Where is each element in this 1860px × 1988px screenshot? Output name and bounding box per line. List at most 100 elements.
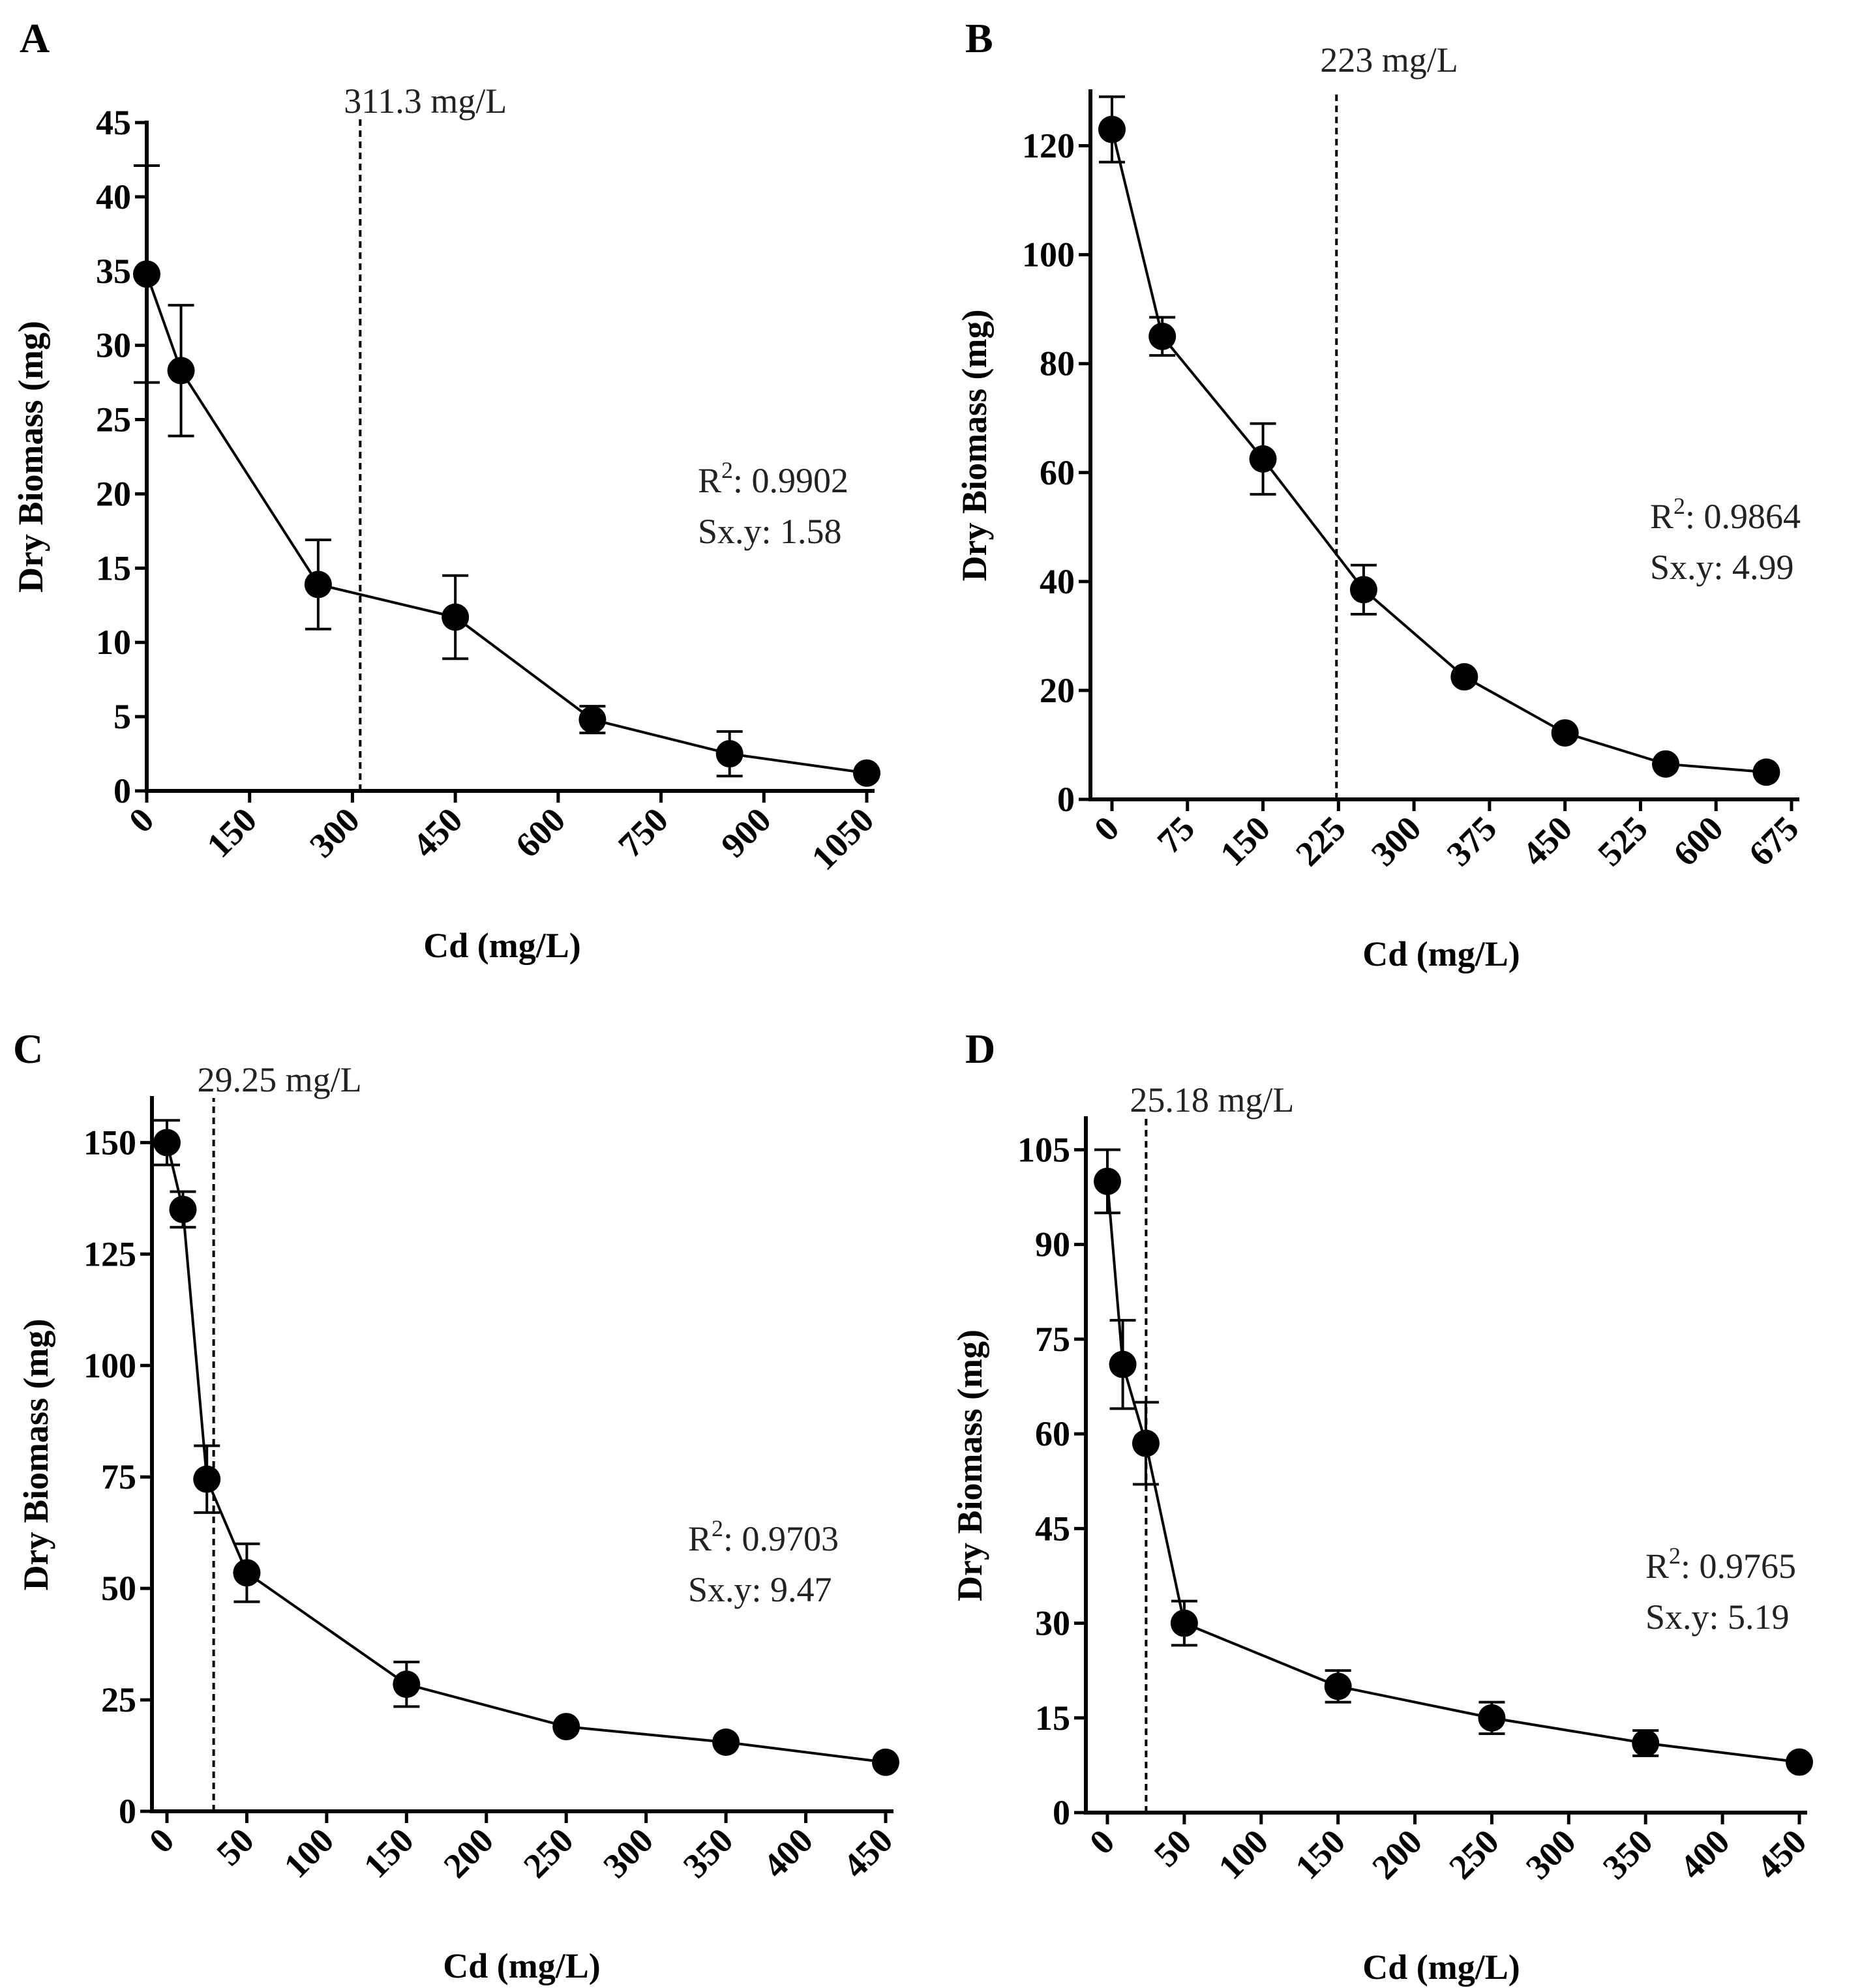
y-tick-label: 25 xyxy=(101,1680,136,1719)
data-point xyxy=(712,1728,740,1757)
sxy-label: Sx.y: 4.99 xyxy=(1650,548,1794,587)
r-squared-symbol: R xyxy=(698,461,721,500)
data-point xyxy=(442,603,470,631)
x-tick-label: 150 xyxy=(199,800,264,865)
x-tick-label: 100 xyxy=(1211,1822,1276,1887)
data-point xyxy=(304,571,332,599)
r-squared-value: : 0.9902 xyxy=(733,461,848,500)
x-axis-title: Cd (mg/L) xyxy=(1362,1948,1520,1987)
y-tick-label: 15 xyxy=(96,548,131,587)
y-tick-label: 40 xyxy=(96,177,131,216)
x-tick-label: 0 xyxy=(142,1820,182,1861)
x-tick-label: 250 xyxy=(1441,1822,1507,1887)
x-tick-label: 300 xyxy=(1518,1822,1583,1887)
data-point xyxy=(167,357,195,385)
data-point xyxy=(1450,663,1478,691)
data-point xyxy=(1478,1704,1506,1732)
threshold-label: 311.3 mg/L xyxy=(344,82,507,121)
y-tick-label: 45 xyxy=(96,103,131,142)
x-tick-label: 200 xyxy=(436,1820,502,1886)
y-tick-label: 5 xyxy=(113,697,131,736)
x-tick-label: 0 xyxy=(1087,809,1127,849)
y-tick-label: 60 xyxy=(1035,1414,1070,1453)
x-tick-label: 350 xyxy=(676,1820,741,1886)
y-tick-label: 125 xyxy=(83,1234,136,1273)
panel-label: C xyxy=(13,1026,43,1072)
series-line xyxy=(1106,1181,1800,1764)
x-axis-title: Cd (mg/L) xyxy=(443,1946,601,1985)
y-tick-label: 100 xyxy=(83,1346,136,1385)
y-tick-label: 0 xyxy=(1057,780,1075,819)
x-tick-label: 1050 xyxy=(804,800,882,878)
panel-label: D xyxy=(965,1026,995,1072)
y-tick-label: 0 xyxy=(1053,1793,1070,1832)
data-point xyxy=(1094,1167,1121,1195)
r-squared-superscript: 2 xyxy=(1673,493,1685,519)
x-tick-label: 750 xyxy=(610,800,676,865)
x-tick-label: 600 xyxy=(1666,809,1731,874)
sxy-label: Sx.y: 5.19 xyxy=(1645,1597,1790,1637)
data-point xyxy=(853,759,880,787)
data-point xyxy=(1324,1672,1352,1700)
threshold-label: 223 mg/L xyxy=(1320,40,1458,80)
y-axis-title: Dry Biomass (mg) xyxy=(16,1319,55,1591)
panel-label: A xyxy=(20,15,50,61)
x-axis-title: Cd (mg/L) xyxy=(423,926,581,965)
data-point xyxy=(1170,1609,1198,1637)
y-tick-label: 50 xyxy=(101,1569,136,1608)
r-squared-label: R2: 0.9902 xyxy=(698,457,848,500)
r-squared-value: : 0.9864 xyxy=(1685,497,1801,536)
x-tick-label: 75 xyxy=(1150,809,1203,861)
x-tick-label: 150 xyxy=(1212,809,1278,874)
y-tick-label: 15 xyxy=(1035,1699,1070,1738)
x-tick-label: 525 xyxy=(1590,809,1655,874)
data-point xyxy=(1551,719,1579,747)
data-point xyxy=(1132,1429,1160,1457)
r-squared-symbol: R xyxy=(1650,497,1673,536)
data-point xyxy=(1098,115,1126,143)
data-point xyxy=(193,1465,221,1493)
r-squared-label: R2: 0.9864 xyxy=(1650,493,1801,536)
data-point xyxy=(1752,758,1780,786)
x-tick-label: 375 xyxy=(1439,809,1505,874)
x-tick-label: 225 xyxy=(1288,809,1353,874)
r-squared-label: R2: 0.9703 xyxy=(688,1515,839,1558)
y-tick-label: 75 xyxy=(101,1457,136,1496)
y-tick-label: 80 xyxy=(1040,344,1075,383)
r-squared-value: : 0.9703 xyxy=(723,1519,839,1558)
y-axis-title: Dry Biomass (mg) xyxy=(950,1329,989,1601)
data-point xyxy=(872,1748,899,1776)
series-line xyxy=(1111,129,1767,774)
x-tick-label: 300 xyxy=(595,1820,661,1886)
panel-label: B xyxy=(965,15,993,61)
x-tick-label: 150 xyxy=(1287,1822,1353,1887)
y-tick-label: 20 xyxy=(1040,671,1075,710)
x-tick-label: 900 xyxy=(713,800,779,865)
x-tick-label: 250 xyxy=(516,1820,581,1886)
r-squared-symbol: R xyxy=(1645,1547,1669,1586)
data-point xyxy=(233,1559,261,1587)
x-tick-label: 100 xyxy=(277,1820,342,1886)
y-tick-label: 0 xyxy=(113,771,131,810)
y-tick-label: 35 xyxy=(96,252,131,291)
data-point xyxy=(169,1195,197,1223)
y-tick-label: 30 xyxy=(96,326,131,365)
y-tick-label: 150 xyxy=(83,1123,136,1162)
sxy-label: Sx.y: 9.47 xyxy=(688,1570,832,1609)
threshold-label: 29.25 mg/L xyxy=(198,1060,362,1099)
y-tick-label: 60 xyxy=(1040,453,1075,492)
r-squared-symbol: R xyxy=(688,1519,712,1558)
data-point xyxy=(578,705,607,734)
x-tick-label: 200 xyxy=(1364,1822,1430,1887)
y-tick-label: 75 xyxy=(1035,1320,1070,1359)
data-point xyxy=(552,1713,580,1741)
data-point xyxy=(153,1129,181,1157)
y-tick-label: 40 xyxy=(1040,562,1075,601)
x-tick-label: 150 xyxy=(356,1820,421,1886)
data-point xyxy=(133,260,160,288)
data-point xyxy=(1349,576,1377,604)
x-tick-label: 0 xyxy=(1082,1822,1122,1862)
